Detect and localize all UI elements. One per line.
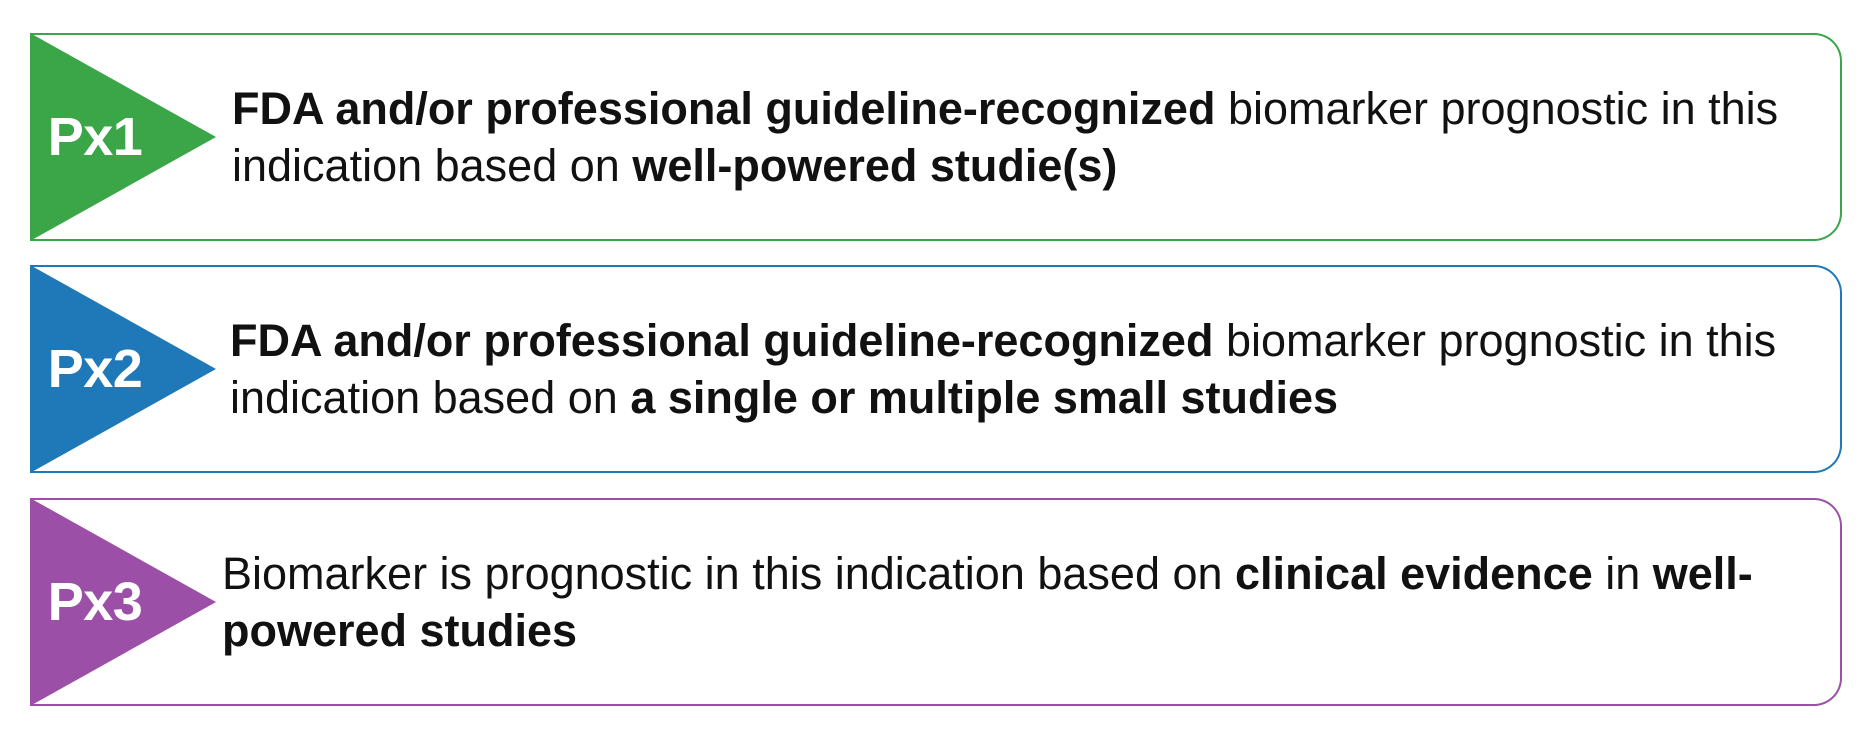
tier-px3-text-segment: well-powered studies — [222, 548, 1753, 656]
tier-px1-triangle-shape — [30, 32, 216, 241]
tier-px3-text-segment: Biomarker is prognostic in this indicati… — [222, 548, 1236, 599]
tier-px2-description: FDA and/or professional guideline-recogn… — [230, 312, 1828, 426]
tier-px1-text-segment: well-powered studie(s) — [632, 140, 1118, 191]
tier-px1-description: FDA and/or professional guideline-recogn… — [232, 80, 1828, 194]
tier-px2-text-segment: biomarker prognostic in this indication … — [230, 315, 1777, 423]
tier-px1-triangle: Px1 — [30, 32, 216, 241]
tier-px2-text-segment: FDA and/or professional guideline-recogn… — [230, 315, 1214, 366]
tier-px2-box: Px2 FDA and/or professional guideline-re… — [30, 264, 1842, 473]
tier-px3-triangle-shape — [30, 497, 216, 706]
tier-px2-triangle-shape — [30, 264, 216, 473]
tier-px2-triangle: Px2 — [30, 264, 216, 473]
tier-px2-code: Px2 — [47, 338, 143, 399]
tier-px1-box: Px1 FDA and/or professional guideline-re… — [30, 32, 1842, 241]
tier-px3-text-segment: in — [1592, 548, 1653, 599]
tier-px3-description: Biomarker is prognostic in this indicati… — [222, 545, 1828, 659]
tier-px1-text-segment: biomarker prognostic in this indication … — [232, 83, 1779, 191]
tier-px1-text-segment: FDA and/or professional guideline-recogn… — [232, 83, 1216, 134]
tier-px3-text-segment: clinical evidence — [1235, 548, 1593, 599]
tier-px3-code: Px3 — [47, 571, 143, 632]
tier-px2-text-segment: a single or multiple small studies — [630, 372, 1339, 423]
tier-px3-triangle: Px3 — [30, 497, 216, 706]
tier-px3-box: Px3 Biomarker is prognostic in this indi… — [30, 497, 1842, 706]
tier-px1-code: Px1 — [47, 106, 143, 167]
